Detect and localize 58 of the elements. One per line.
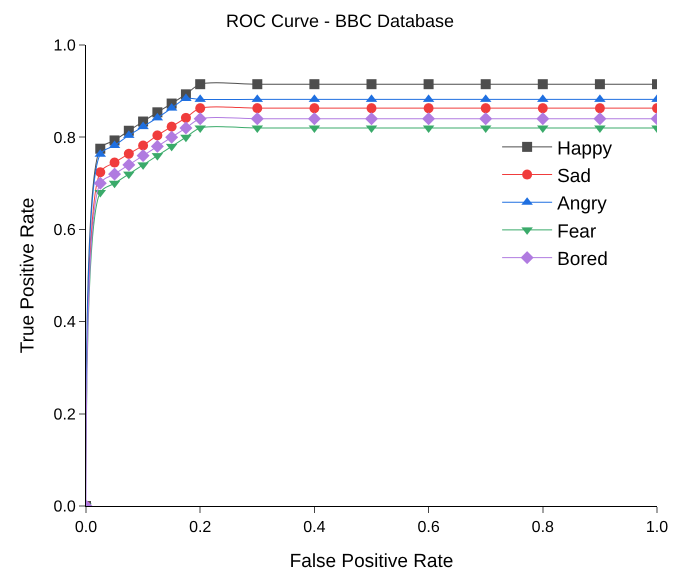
- point: [152, 130, 162, 140]
- point: [309, 103, 320, 114]
- point: [593, 112, 606, 126]
- point: [594, 103, 605, 114]
- legend-label: Bored: [557, 249, 608, 270]
- y-tick-label: 0.4: [54, 314, 76, 332]
- legend-label: Happy: [557, 138, 613, 160]
- point: [536, 112, 550, 126]
- point: [594, 79, 605, 90]
- point: [538, 103, 548, 114]
- point: [165, 130, 178, 144]
- point: [150, 140, 164, 153]
- point: [124, 148, 134, 159]
- y-tick-label: 0.2: [54, 406, 76, 424]
- point: [195, 103, 206, 114]
- point: [108, 168, 122, 181]
- y-tick-label: 0.0: [54, 498, 76, 516]
- chart-title: ROC Curve - BBC Database: [226, 11, 454, 32]
- x-tick-label: 0.0: [74, 519, 98, 536]
- x-tick-label: 0.6: [417, 519, 440, 536]
- x-tick-label: 0.2: [189, 519, 212, 536]
- point: [110, 158, 120, 168]
- x-axis-title: False Positive Rate: [290, 551, 454, 572]
- point: [95, 167, 106, 178]
- point: [480, 103, 491, 114]
- point: [195, 79, 206, 90]
- point: [424, 79, 434, 90]
- x-tick-label: 0.4: [303, 519, 326, 536]
- point: [252, 79, 262, 90]
- point: [194, 112, 207, 126]
- legend-label: Fear: [557, 221, 597, 242]
- x-tick-label: 1.0: [646, 519, 668, 536]
- point: [308, 112, 321, 126]
- point: [309, 79, 320, 90]
- y-tick-label: 0.8: [54, 130, 76, 147]
- point: [136, 149, 150, 162]
- point: [366, 103, 376, 114]
- y-tick-label: 1.0: [54, 38, 76, 55]
- y-tick-label: 0.6: [54, 222, 76, 239]
- point: [422, 112, 436, 126]
- point: [479, 112, 492, 126]
- point: [94, 176, 107, 190]
- point: [366, 79, 376, 90]
- y-axis-title: True Positive Rate: [17, 198, 38, 354]
- point: [252, 103, 262, 114]
- point: [179, 121, 192, 134]
- point: [538, 79, 548, 90]
- legend-label: Sad: [557, 166, 591, 187]
- point: [424, 103, 434, 114]
- point: [480, 79, 491, 90]
- point: [138, 140, 148, 150]
- point: [180, 112, 191, 123]
- legend-label: Angry: [557, 194, 608, 215]
- point: [250, 112, 264, 126]
- point: [122, 158, 136, 172]
- point: [166, 122, 177, 132]
- point: [365, 112, 378, 126]
- x-tick-label: 0.8: [532, 519, 554, 536]
